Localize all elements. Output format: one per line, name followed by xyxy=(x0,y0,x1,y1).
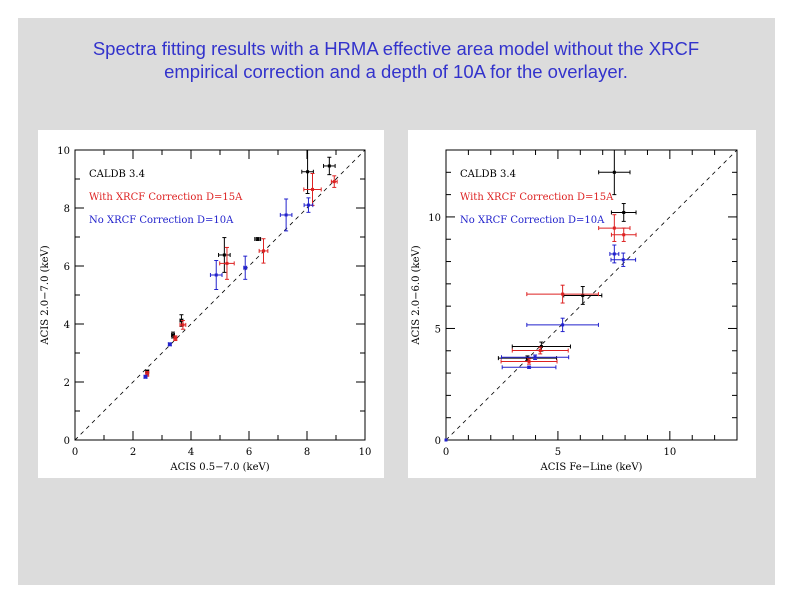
point-marker xyxy=(622,233,626,237)
point-marker xyxy=(311,187,315,191)
data-point xyxy=(167,342,172,347)
data-point xyxy=(173,335,178,342)
x-tick-label: 4 xyxy=(188,447,194,458)
data-point xyxy=(218,237,231,273)
data-point xyxy=(511,346,569,355)
data-point xyxy=(143,374,148,379)
x-tick-label: 5 xyxy=(555,447,561,458)
data-point xyxy=(500,358,558,365)
data-point xyxy=(526,317,599,333)
data-point xyxy=(501,365,557,370)
y-tick-label: 2 xyxy=(64,378,70,389)
x-tick-label: 0 xyxy=(443,447,449,458)
legend-entry: CALDB 3.4 xyxy=(89,169,145,180)
point-marker xyxy=(612,226,616,230)
y-tick-label: 10 xyxy=(57,146,70,157)
point-marker xyxy=(621,258,625,262)
data-point xyxy=(610,252,637,267)
point-marker xyxy=(539,345,543,349)
data-point xyxy=(501,354,570,360)
point-marker xyxy=(145,372,149,376)
y-tick-label: 10 xyxy=(428,213,441,224)
point-marker xyxy=(256,237,260,241)
data-point xyxy=(598,149,631,196)
point-marker xyxy=(143,375,147,379)
data-point xyxy=(497,355,558,361)
data-point xyxy=(219,246,235,280)
data-point xyxy=(526,284,599,304)
data-point xyxy=(330,175,338,188)
point-marker xyxy=(225,261,229,265)
point-marker xyxy=(533,355,537,359)
point-marker xyxy=(622,210,626,214)
legend-entry: No XRCF Correction D=10A xyxy=(89,215,234,226)
legend-entry: With XRCF Correction D=15A xyxy=(89,192,243,203)
data-point xyxy=(323,156,336,176)
point-marker xyxy=(581,293,585,297)
scatter-chart-broadband: 0 2 4 6 8 10 0 2 4 6 8 10 ACIS 0.5−7.0 (keV) ACIS 2.0… xyxy=(40,146,372,473)
x-axis-label: ACIS Fe−Line (keV) xyxy=(540,462,643,473)
legend-entry: With XRCF Correction D=15A xyxy=(460,192,614,203)
chart-panel-right: 0 5 10 0 5 10 ACIS Fe−Line (keV) ACIS 2.0−6.0 (… xyxy=(408,130,756,478)
y-axis-label: ACIS 2.0−6.0 (keV) xyxy=(411,245,422,345)
x-axis-label: ACIS 0.5−7.0 (keV) xyxy=(169,462,269,473)
data-point xyxy=(254,237,262,242)
x-tick-label: 8 xyxy=(304,447,310,458)
scatter-chart-fe-line: 0 5 10 0 5 10 ACIS Fe−Line (keV) ACIS 2.0−6.0 (… xyxy=(411,149,738,473)
point-marker xyxy=(262,249,265,253)
x-tick-label: 10 xyxy=(359,447,372,458)
point-marker xyxy=(222,253,226,257)
legend-entry: No XRCF Correction D=10A xyxy=(460,215,605,226)
data-point xyxy=(444,438,448,442)
point-marker xyxy=(168,342,172,346)
point-marker xyxy=(612,252,616,256)
point-marker xyxy=(538,349,542,353)
data-point xyxy=(303,172,322,206)
y-tick-label: 0 xyxy=(64,436,70,447)
point-marker xyxy=(561,323,565,327)
data-point xyxy=(209,259,223,290)
data-point xyxy=(610,227,637,242)
point-marker xyxy=(306,170,310,174)
point-marker xyxy=(444,438,448,442)
point-marker xyxy=(332,180,336,184)
y-tick-label: 0 xyxy=(435,436,441,447)
data-point xyxy=(563,286,603,305)
point-marker xyxy=(527,365,531,369)
data-point xyxy=(610,203,637,222)
y-tick-label: 5 xyxy=(435,324,441,335)
y-tick-label: 6 xyxy=(64,262,70,273)
data-point xyxy=(258,238,269,264)
plot-frame xyxy=(445,149,738,441)
point-marker xyxy=(525,356,529,360)
y-tick-label: 4 xyxy=(64,320,70,331)
y-axis-label: ACIS 2.0−7.0 (keV) xyxy=(40,245,51,345)
point-marker xyxy=(561,292,565,296)
point-marker xyxy=(243,266,247,270)
chart-panel-left: 0 2 4 6 8 10 0 2 4 6 8 10 ACIS 0.5−7.0 (keV) ACIS 2.0… xyxy=(38,130,384,478)
point-marker xyxy=(171,333,175,337)
x-tick-label: 2 xyxy=(130,447,136,458)
title-line-2: empirical correction and a depth of 10A … xyxy=(164,61,628,82)
data-point xyxy=(301,149,314,194)
legend-entry: CALDB 3.4 xyxy=(460,169,516,180)
data-point xyxy=(179,320,187,330)
point-marker xyxy=(181,323,185,327)
data-point xyxy=(243,255,248,280)
point-marker xyxy=(527,359,531,363)
point-marker xyxy=(173,336,177,340)
x-tick-label: 10 xyxy=(663,447,676,458)
y-tick-label: 8 xyxy=(64,204,70,215)
point-marker xyxy=(284,213,288,217)
x-tick-label: 0 xyxy=(72,447,78,458)
data-point xyxy=(279,198,293,232)
x-tick-label: 6 xyxy=(246,447,252,458)
point-marker xyxy=(612,170,616,174)
point-marker xyxy=(214,273,218,277)
data-point xyxy=(303,197,314,213)
point-marker xyxy=(327,164,331,168)
point-marker xyxy=(306,203,310,207)
title-line-1: Spectra fitting results with a HRMA effe… xyxy=(92,38,700,59)
slide-title: Spectra fitting results with a HRMA effe… xyxy=(0,37,792,83)
